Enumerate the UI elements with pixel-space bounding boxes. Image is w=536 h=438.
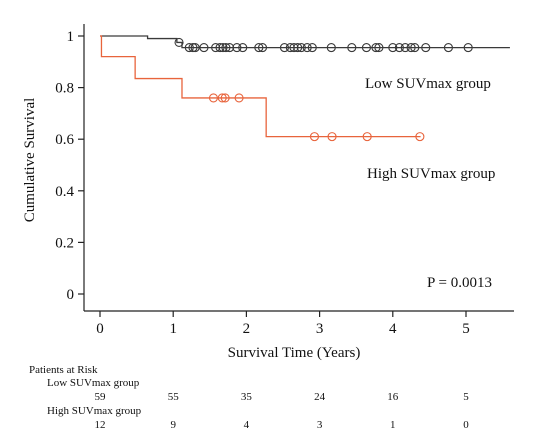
censor-mark-low [293,43,303,53]
censor-mark-high [208,93,219,103]
censor-mark-low [238,43,248,53]
x-tick-label: 5 [462,321,470,337]
censor-mark-low [232,43,242,53]
risk-count: 4 [244,419,250,431]
risk-count: 5 [463,391,469,403]
censor-mark-high [309,132,320,142]
risk-row-high: 12 9 4 3 1 0 [95,419,470,431]
low-group-label: Low SUVmax group [365,76,491,92]
risk-count: 3 [317,419,323,431]
y-tick-label: 0.4 [55,184,74,200]
censor-mark-low [361,43,371,53]
censor-mark-low [326,43,336,53]
censor-mark-low [388,43,398,53]
risk-count: 12 [95,419,106,431]
risk-count: 1 [390,419,396,431]
y-tick-label: 0.6 [55,132,74,148]
censor-mark-low [254,43,264,53]
x-tick-label: 1 [169,321,177,337]
censor-mark-high [415,132,425,142]
y-tick-label: 0.8 [55,81,74,97]
censor-mark-low [285,43,295,53]
y-axis-label: Cumulative Survival [22,98,38,223]
censor-mark-low [279,43,290,53]
risk-group-label-high: High SUVmax group [47,405,142,417]
risk-row-low: 59 55 35 24 16 5 [95,391,470,403]
censor-mark-low [443,43,453,53]
censor-mark-low [218,43,228,53]
censor-mark-low [374,43,384,53]
censor-mark-low [347,43,357,53]
censor-mark-low [215,43,225,53]
risk-count: 0 [463,419,469,431]
y-tick-label: 0 [67,287,75,303]
censor-mark-low [307,43,317,53]
censor-mark-high [220,93,230,103]
risk-count: 35 [241,391,253,403]
censor-mark-low [211,43,221,53]
censor-mark-low [257,43,268,53]
x-tick-label: 2 [243,321,251,337]
risk-count: 16 [387,391,399,403]
censor-mark-low [199,43,209,53]
y-tick-label: 0.2 [55,235,74,251]
p-value-annotation: P = 0.0013 [427,275,492,291]
censor-mark-low [400,43,410,53]
censor-mark-high [217,93,227,103]
censor-mark-low [188,43,198,53]
censor-mark-low [174,37,184,48]
censor-mark-low [221,43,231,53]
high-group-label: High SUVmax group [367,166,495,182]
censor-mark-low [296,43,306,53]
censor-mark-low [190,43,200,53]
x-tick-label: 0 [96,321,104,337]
x-tick-label: 3 [316,321,324,337]
survival-curve-low [100,35,510,49]
censor-mark-low [371,43,381,53]
risk-count: 9 [170,419,176,431]
censor-mark-high [362,132,372,142]
censor-mark-high [234,93,244,103]
censor-mark-low [184,43,194,53]
censor-mark-low [225,43,235,53]
censor-mark-low [410,43,420,53]
y-tick-label: 1 [67,29,75,45]
risk-table-title: Patients at Risk [29,364,98,376]
censor-mark-low [406,43,416,53]
risk-count: 59 [95,391,107,403]
x-tick-label: 4 [389,321,397,337]
risk-count: 24 [314,391,326,403]
censor-mark-low [463,43,473,53]
x-axis-label: Survival Time (Years) [228,345,361,361]
censor-mark-low [289,43,299,53]
censor-mark-low [421,43,431,53]
survival-curve-high [100,35,421,138]
censor-mark-low [394,43,404,53]
risk-group-label-low: Low SUVmax group [47,377,140,389]
plot-area: 0 0.2 0.4 0.6 0.8 1 0 1 2 3 4 5 [55,24,514,337]
risk-count: 55 [168,391,180,403]
censor-mark-high [327,132,337,142]
censor-mark-low [302,43,312,53]
